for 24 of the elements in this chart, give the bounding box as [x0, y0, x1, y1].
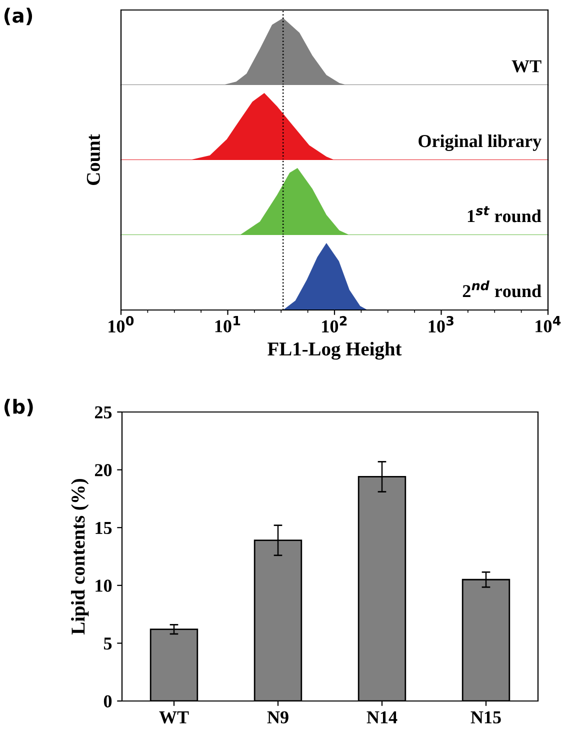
x-tick-label: N9 — [267, 711, 288, 724]
x-tick-label: N14 — [366, 711, 398, 724]
text: Original library — [418, 134, 542, 151]
y-tick-label: 5 — [104, 638, 112, 650]
y-tick-label: 0 — [104, 695, 112, 708]
y-tick-label: 25 — [94, 406, 112, 418]
text: 2$^{nd}$ round — [462, 280, 542, 298]
y-axis-title: Lipid contents (%) — [71, 479, 89, 634]
chart-title: (a) — [4, 8, 32, 26]
y-tick-label: 15 — [96, 522, 112, 534]
x-tick-label: 10$^{3}$ — [428, 316, 454, 333]
x-tick-label: 10$^{1}$ — [215, 316, 240, 332]
text: WT — [512, 60, 542, 72]
x-tick-label: 10$^{0}$ — [108, 316, 134, 333]
x-tick-label: WT — [159, 711, 189, 724]
chart-title: (b) — [4, 398, 33, 416]
x-tick-label: 10$^{4}$ — [536, 316, 561, 332]
x-axis-title: FL1-Log Height — [268, 342, 402, 360]
y-axis-title: Count — [86, 134, 100, 185]
y-tick-label: 10 — [96, 580, 112, 592]
y-tick-label: 20 — [94, 464, 112, 476]
x-tick-label: N15 — [470, 711, 501, 724]
x-tick-label: 10$^{2}$ — [322, 316, 347, 333]
text: 1$^{st}$ round — [468, 206, 542, 222]
